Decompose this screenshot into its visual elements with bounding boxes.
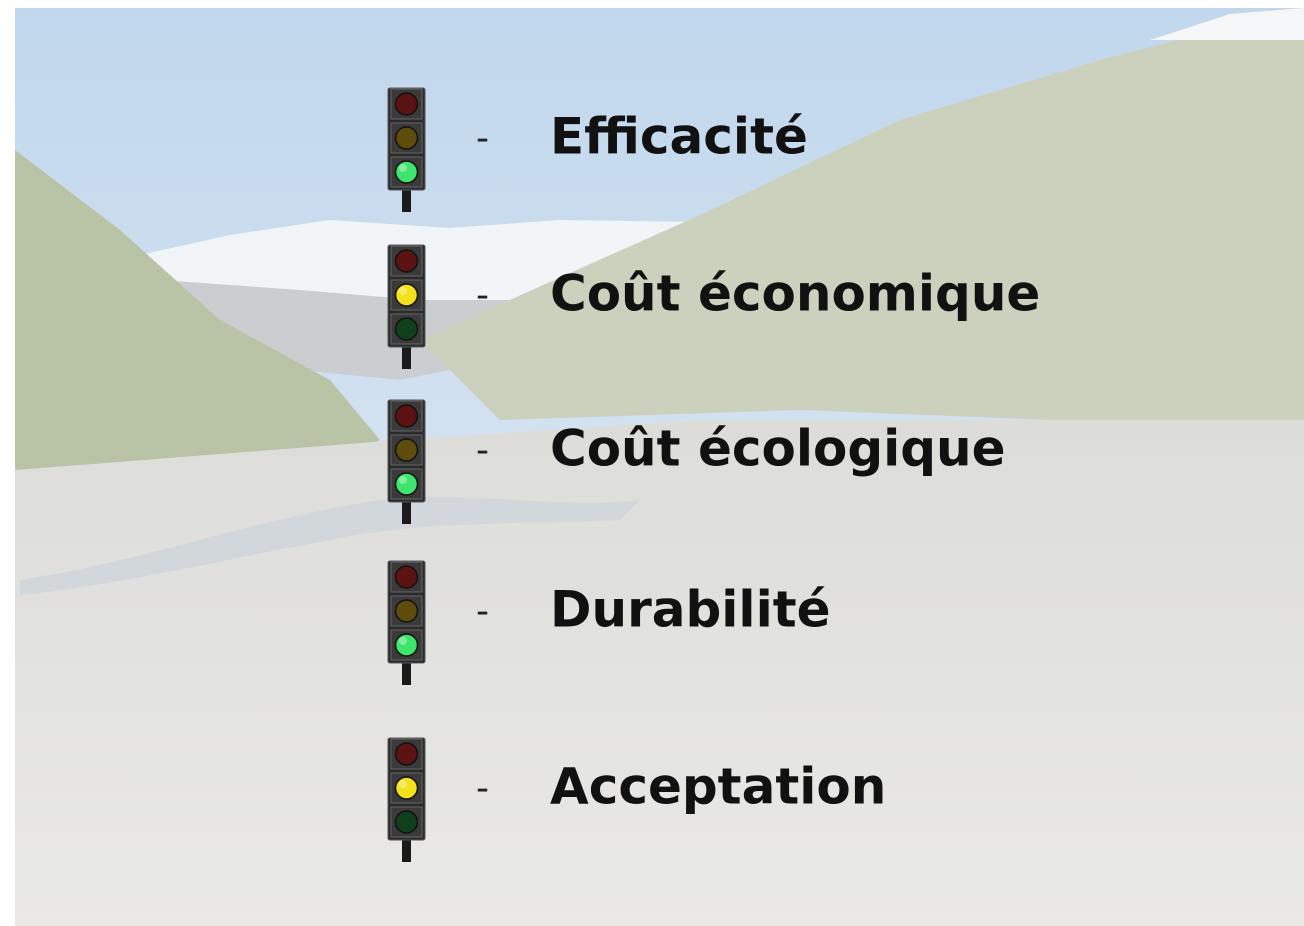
lamp-glow — [399, 287, 407, 295]
bullet-dash: - — [476, 275, 489, 316]
pole — [402, 838, 411, 862]
item-label: Acceptation — [550, 758, 886, 816]
lamp-glow — [399, 476, 407, 484]
lamp — [394, 810, 419, 834]
item-list: - Efficacité - Coût économique - Coût écologi… — [387, 87, 1040, 862]
traffic-light — [387, 560, 426, 685]
lamp — [394, 92, 419, 116]
lamp-glow — [399, 637, 407, 645]
lamp — [394, 633, 419, 657]
bullet-dash: - — [476, 768, 489, 809]
traffic-light — [387, 399, 426, 524]
lamp — [394, 283, 419, 307]
background-photo — [15, 8, 1304, 926]
lamp — [394, 249, 419, 273]
lamp — [394, 404, 419, 428]
pole — [402, 345, 411, 369]
lamp-glow — [399, 164, 407, 172]
pole — [402, 188, 411, 212]
lamp — [394, 317, 419, 341]
lamp — [394, 565, 419, 589]
item-label: Efficacité — [550, 108, 808, 166]
lamp — [394, 438, 419, 462]
bullet-dash: - — [476, 430, 489, 471]
traffic-light — [387, 244, 426, 369]
lamp — [394, 742, 419, 766]
lamp — [394, 160, 419, 184]
item-label: Durabilité — [550, 581, 831, 639]
bullet-dash: - — [476, 591, 489, 632]
pole — [402, 500, 411, 524]
lamp — [394, 599, 419, 623]
lamp-glow — [399, 780, 407, 788]
traffic-light — [387, 737, 426, 862]
lamp — [394, 126, 419, 150]
lamp — [394, 776, 419, 800]
item-label: Coût économique — [550, 265, 1040, 323]
pole — [402, 661, 411, 685]
traffic-light — [387, 87, 426, 212]
bullet-dash: - — [476, 118, 489, 159]
lamp — [394, 472, 419, 496]
item-label: Coût écologique — [550, 420, 1006, 478]
